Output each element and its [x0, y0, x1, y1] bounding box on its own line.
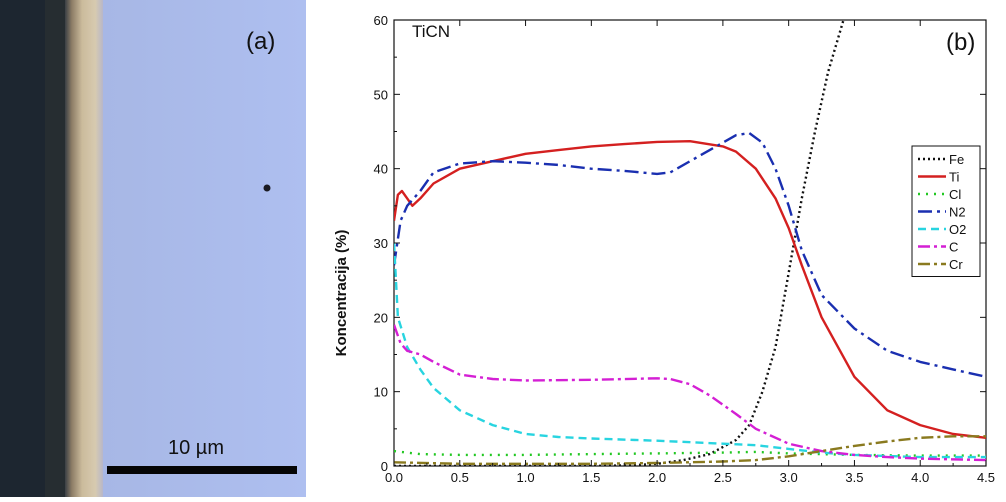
x-tick-label: 2.5 [714, 470, 732, 485]
depth-profile-chart: 0.0 0.5 1.0 1.5 2.0 2.5 3.0 3.5 4.0 4.5 0 10 20 30 40 5… [333, 13, 996, 485]
y-tick-label: 40 [374, 162, 388, 177]
legend-label-cr: Cr [949, 257, 963, 272]
panel-b-label: (b) [946, 29, 975, 56]
panel-a-label: (a) [246, 28, 276, 55]
y-tick-label: 50 [374, 87, 388, 102]
x-tick-label: 3.5 [845, 470, 863, 485]
legend: Fe Ti Cl N2 O2 C Cr [911, 145, 981, 277]
series-line-c [394, 324, 986, 462]
legend-label-o2: O2 [949, 222, 966, 237]
legend-label-c: C [949, 240, 958, 255]
series-line-n2 [394, 131, 986, 378]
chart-inset-title: TiCN [412, 22, 450, 41]
x-tick-label: 4.0 [911, 470, 929, 485]
scale-bar-label: 10 µm [168, 437, 224, 459]
chart-panel: 0.0 0.5 1.0 1.5 2.0 2.5 3.0 3.5 4.0 4.5 0 10 20 30 40 5… [306, 0, 1006, 497]
legend-label-cl: Cl [949, 187, 961, 202]
x-tick-label: 4.5 [977, 470, 995, 485]
substrate-edge-region [45, 0, 65, 497]
series-line-cr [394, 435, 986, 465]
legend-label-ti: Ti [949, 170, 959, 185]
scale-bar [107, 466, 297, 474]
series-line-o2 [394, 242, 986, 459]
micrograph-image: (a) 10 µm [0, 0, 306, 497]
y-tick-label: 30 [374, 236, 388, 251]
x-tick-label: 1.0 [517, 470, 535, 485]
series-layer [394, 20, 986, 466]
y-tick-label: 10 [374, 385, 388, 400]
x-tick-label: 3.0 [780, 470, 798, 485]
y-tick-label: 60 [374, 13, 388, 28]
x-tick-label: 0.5 [451, 470, 469, 485]
plot-border [393, 19, 987, 467]
coating-layer-region [65, 0, 103, 497]
series-line-cl [394, 449, 986, 457]
y-tick-label: 0 [381, 459, 388, 474]
legend-label-n2: N2 [949, 205, 966, 220]
legend-label-fe: Fe [949, 152, 964, 167]
axis-ticks: 0.0 0.5 1.0 1.5 2.0 2.5 3.0 3.5 4.0 4.5 0 10 20 30 40 5… [374, 13, 996, 485]
y-axis-label: Koncentracija (%) [333, 230, 350, 357]
micrograph-svg [0, 0, 306, 497]
plot-frame [393, 19, 987, 467]
surface-particle [263, 184, 271, 192]
x-tick-label: 0.0 [385, 470, 403, 485]
series-line-fe [394, 20, 845, 466]
y-tick-label: 20 [374, 310, 388, 325]
x-tick-label: 1.5 [582, 470, 600, 485]
x-tick-label: 2.0 [648, 470, 666, 485]
bulk-region [103, 0, 306, 497]
series-line-ti [394, 140, 986, 439]
mounting-resin-region [0, 0, 45, 497]
